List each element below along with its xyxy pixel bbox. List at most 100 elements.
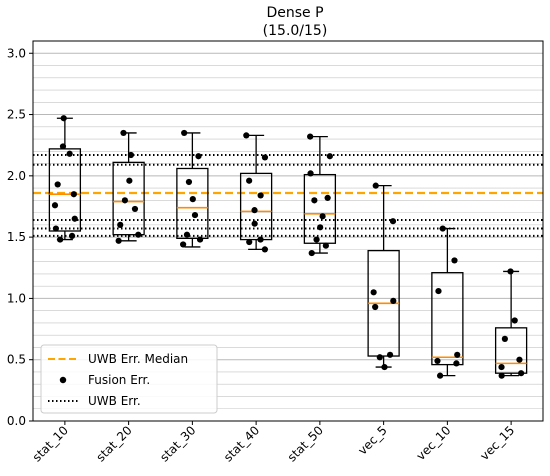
fusion-err-point (70, 191, 77, 198)
reference-lines (33, 154, 543, 237)
fusion-err-point (439, 225, 446, 232)
fusion-err-point (257, 236, 264, 243)
fusion-err-point (120, 129, 127, 137)
fusion-err-point (71, 215, 78, 222)
x-tick-label: stat_30 (157, 423, 198, 464)
fusion-err-point (436, 372, 444, 379)
x-tick-label: vec_5 (355, 423, 389, 457)
box-body (431, 272, 464, 366)
fusion-err-point (389, 218, 397, 225)
fusion-err-point (246, 177, 253, 184)
x-tick-label: vec_10 (414, 423, 454, 463)
fusion-err-point (498, 363, 505, 371)
fusion-err-point (518, 370, 525, 377)
fusion-err-point (435, 287, 442, 295)
fusion-err-point (135, 231, 142, 238)
box-stat_30 (176, 132, 209, 248)
fusion-err-point (501, 335, 508, 342)
fusion-err-point (307, 170, 314, 177)
fusion-err-point (454, 351, 461, 358)
fusion-err-point (376, 354, 383, 361)
fusion-err-point (59, 143, 67, 150)
fusion-err-point (196, 236, 204, 243)
fusion-err-point (51, 202, 59, 209)
legend-frame (40, 344, 218, 414)
fusion-err-point (324, 194, 331, 202)
fusion-err-point (317, 224, 324, 231)
fusion-err-point (516, 356, 523, 363)
fusion-err-point (326, 153, 333, 160)
fusion-err-point (181, 129, 188, 137)
x-axis: stat_10 stat_20 stat_30 stat_40 stat_50 vec_5… (30, 421, 517, 464)
box-body (494, 327, 528, 374)
box-body (239, 172, 273, 241)
chart-subtitle: (15.0/15) (263, 23, 328, 39)
fusion-err-point (121, 197, 129, 204)
fusion-err-point (180, 241, 187, 248)
y-tick-label: 2.0 (7, 169, 26, 183)
fusion-err-point (257, 192, 264, 199)
fusion-err-point (498, 372, 505, 379)
fusion-err-point (372, 182, 379, 189)
box-body (303, 173, 337, 244)
y-tick-label: 1.5 (7, 230, 26, 244)
fusion-err-point (66, 150, 73, 157)
fusion-error-points (51, 115, 525, 379)
fusion-err-point (183, 231, 191, 238)
plot-frame (32, 40, 544, 422)
box-stat_50 (303, 135, 337, 254)
fusion-err-point (246, 238, 253, 246)
fusion-err-point (195, 153, 202, 160)
fusion-err-point (308, 249, 315, 257)
fusion-err-point (451, 257, 458, 264)
fusion-err-point (115, 237, 122, 244)
fusion-err-point (507, 268, 514, 275)
fusion-err-point (68, 232, 76, 240)
legend-fusion-err-swatch (59, 376, 67, 384)
x-tick-label: stat_20 (94, 423, 135, 464)
fusion-err-point (261, 246, 268, 253)
fusion-err-point (434, 357, 441, 365)
fusion-err-point (313, 236, 320, 243)
fusion-err-point (126, 177, 133, 184)
y-axis: 0.0 0.5 1.0 1.5 2.0 2.5 3.0 (7, 46, 33, 428)
y-tick-label: 3.0 (7, 46, 26, 60)
y-tick-label: 1.0 (7, 291, 26, 305)
fusion-err-point (511, 317, 518, 324)
fusion-err-point (372, 303, 379, 311)
x-tick-label: stat_10 (30, 423, 71, 464)
box-body (112, 161, 145, 236)
fusion-err-point (251, 220, 258, 227)
y-tick-label: 0.5 (7, 353, 26, 367)
fusion-err-point (191, 211, 199, 219)
fusion-err-point (52, 225, 60, 232)
fusion-err-point (311, 197, 318, 204)
box-stat_20 (112, 132, 145, 242)
box-body (176, 167, 209, 240)
fusion-err-point (57, 236, 64, 243)
legend: UWB Err. Median Fusion Err. UWB Err. (40, 344, 218, 414)
fusion-err-point (243, 132, 250, 139)
x-tick-label: stat_50 (285, 423, 326, 464)
y-tick-label: 0.0 (7, 414, 26, 428)
legend-uwb-err-label: UWB Err. (88, 394, 141, 408)
fusion-err-point (251, 207, 258, 214)
fusion-err-point (319, 213, 326, 220)
fusion-err-point (381, 363, 388, 371)
fusion-err-point (453, 360, 460, 367)
fusion-err-point (117, 221, 124, 228)
box-plots (48, 117, 528, 377)
chart-title: Dense P (266, 5, 323, 21)
fusion-err-point (386, 351, 394, 358)
fusion-err-point (261, 154, 269, 161)
fusion-err-point (322, 242, 329, 249)
fusion-err-point (127, 151, 135, 159)
legend-uwb-median-label: UWB Err. Median (88, 352, 188, 366)
fusion-err-point (185, 178, 193, 186)
x-tick-label: stat_40 (221, 423, 262, 464)
box-vec_15 (494, 270, 528, 377)
legend-fusion-err-label: Fusion Err. (88, 373, 150, 387)
fusion-err-point (54, 181, 61, 188)
fusion-err-point (307, 133, 314, 140)
